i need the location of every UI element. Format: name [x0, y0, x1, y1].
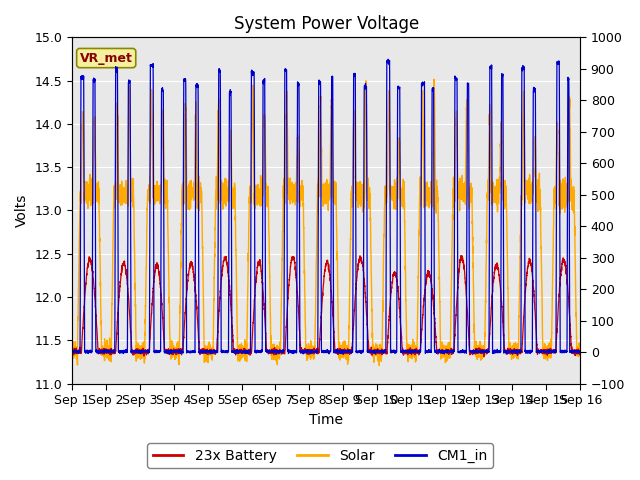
Solar [392, 200, 400, 206]
Solar [180, 148, 188, 154]
Title: System Power Voltage: System Power Voltage [234, 15, 419, 33]
23x Battery [492, 262, 500, 268]
23x Battery [364, 320, 371, 325]
23x Battery [180, 321, 188, 326]
CM1_in [384, 56, 392, 62]
Solar [376, 363, 383, 369]
Solar [518, 191, 526, 196]
Line: 23x Battery: 23x Battery [72, 256, 614, 357]
Solar [492, 194, 500, 200]
Solar [364, 166, 371, 171]
Line: Solar: Solar [72, 79, 614, 366]
CM1_in [392, 348, 400, 354]
Solar [68, 345, 76, 351]
Y-axis label: Volts: Volts [15, 194, 29, 227]
CM1_in [364, 292, 371, 298]
23x Battery [610, 347, 618, 353]
Legend: 23x Battery, Solar, CM1_in: 23x Battery, Solar, CM1_in [147, 443, 493, 468]
CM1_in [610, 348, 618, 354]
X-axis label: Time: Time [309, 413, 343, 427]
23x Battery [532, 333, 540, 339]
CM1_in [273, 351, 280, 357]
23x Battery [68, 350, 76, 356]
CM1_in [180, 76, 188, 82]
CM1_in [532, 350, 540, 356]
23x Battery [518, 338, 526, 344]
Text: VR_met: VR_met [80, 51, 132, 65]
Solar [610, 348, 618, 353]
Line: CM1_in: CM1_in [72, 59, 614, 354]
23x Battery [392, 273, 400, 279]
Solar [532, 184, 540, 190]
CM1_in [492, 348, 500, 354]
CM1_in [518, 64, 526, 70]
23x Battery [480, 354, 488, 360]
Solar [430, 76, 438, 82]
CM1_in [68, 348, 76, 354]
23x Battery [457, 253, 465, 259]
